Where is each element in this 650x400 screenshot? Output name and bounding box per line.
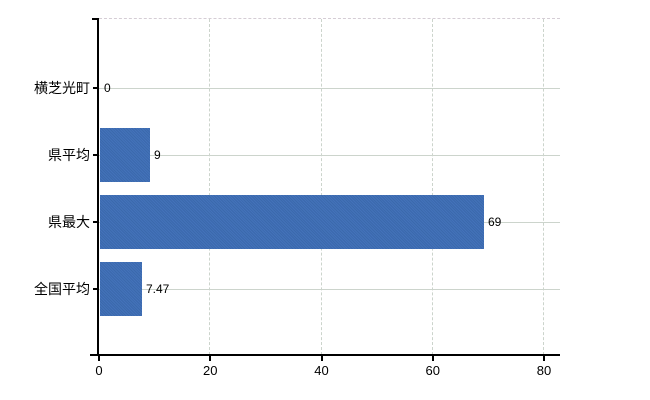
x-axis-tick (98, 355, 100, 361)
y-gridline (99, 289, 560, 290)
x-gridline (209, 19, 211, 355)
bar-value-label: 0 (104, 81, 111, 95)
y-gridline (99, 155, 560, 156)
y-axis-tick (93, 154, 99, 156)
y-axis-tick (93, 288, 99, 290)
x-gridline (320, 19, 322, 355)
x-axis-tick (209, 355, 212, 361)
y-axis-top-tick (92, 18, 99, 20)
x-tick-label: 20 (203, 363, 218, 378)
bar (100, 128, 150, 182)
x-tick-label: 80 (536, 363, 552, 378)
y-gridline (99, 88, 560, 89)
x-axis-tick (431, 355, 434, 361)
x-gridline (431, 19, 433, 355)
x-gridline (543, 19, 544, 355)
category-label: 県最大 (48, 214, 90, 230)
bar-value-label: 9 (154, 148, 161, 162)
x-axis-tick (543, 355, 545, 361)
bar-value-label: 7.47 (146, 282, 170, 296)
x-axis (90, 354, 560, 356)
x-tick-label: 40 (314, 363, 329, 378)
y-axis (97, 19, 99, 355)
category-label: 県平均 (48, 147, 90, 163)
bar (100, 195, 484, 249)
x-tick-label: 60 (425, 363, 440, 378)
category-label: 横芝光町 (34, 80, 90, 96)
plot-top-border (99, 18, 560, 19)
bar (100, 262, 142, 316)
y-axis-tick (93, 221, 99, 223)
category-label: 全国平均 (34, 281, 90, 297)
y-axis-tick (93, 87, 99, 89)
x-axis-tick (320, 355, 323, 361)
x-tick-label: 0 (95, 363, 103, 378)
bar-value-label: 69 (488, 215, 502, 229)
